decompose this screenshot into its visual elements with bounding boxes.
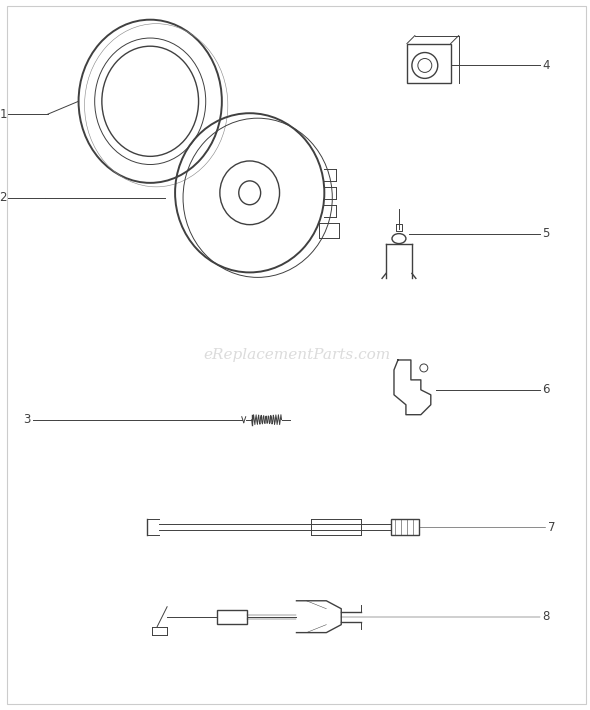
Text: 8: 8 [542,610,550,623]
Bar [391,519,419,535]
Text: 2: 2 [0,191,7,204]
Text: 7: 7 [548,520,556,534]
Text: eReplacementParts.com: eReplacementParts.com [203,348,390,362]
Text: 5: 5 [542,227,550,240]
Text: 4: 4 [542,59,550,72]
Text: 3: 3 [24,413,31,426]
Text: 1: 1 [0,108,7,121]
Bar [407,43,451,83]
Bar [217,610,247,623]
Text: 6: 6 [542,383,550,396]
